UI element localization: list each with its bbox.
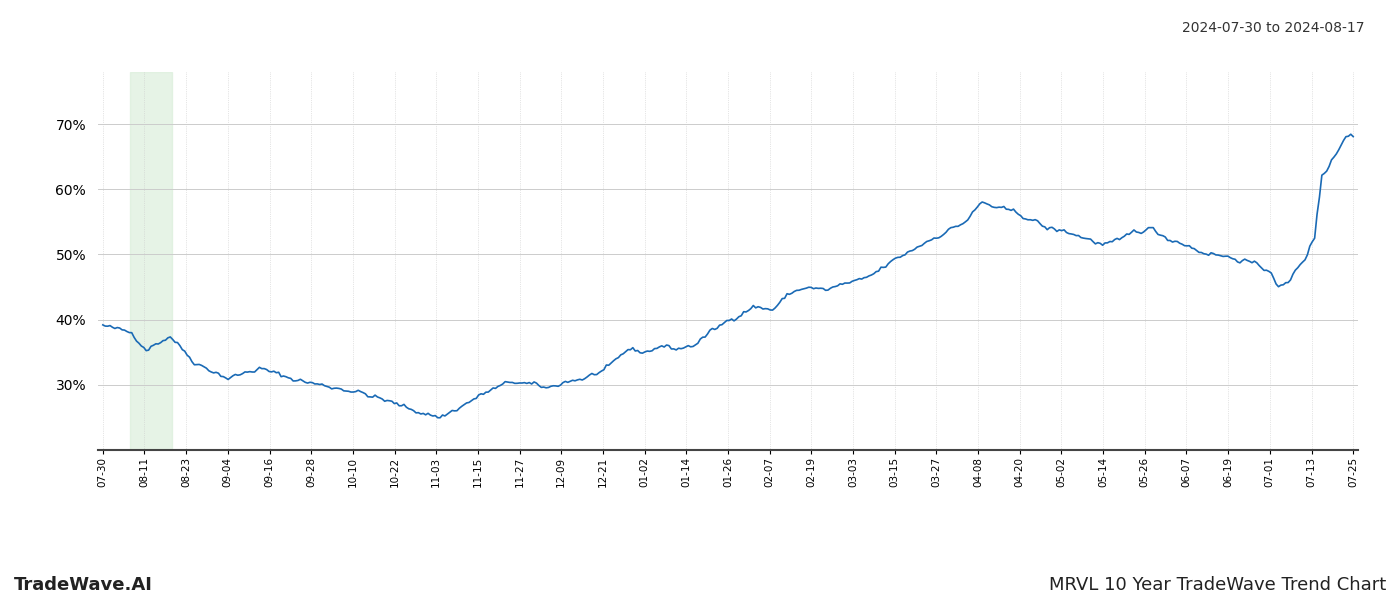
Bar [130, 72, 172, 450]
Text: TradeWave.AI: TradeWave.AI [14, 576, 153, 594]
Text: 2024-07-30 to 2024-08-17: 2024-07-30 to 2024-08-17 [1183, 21, 1365, 35]
Text: MRVL 10 Year TradeWave Trend Chart: MRVL 10 Year TradeWave Trend Chart [1049, 576, 1386, 594]
